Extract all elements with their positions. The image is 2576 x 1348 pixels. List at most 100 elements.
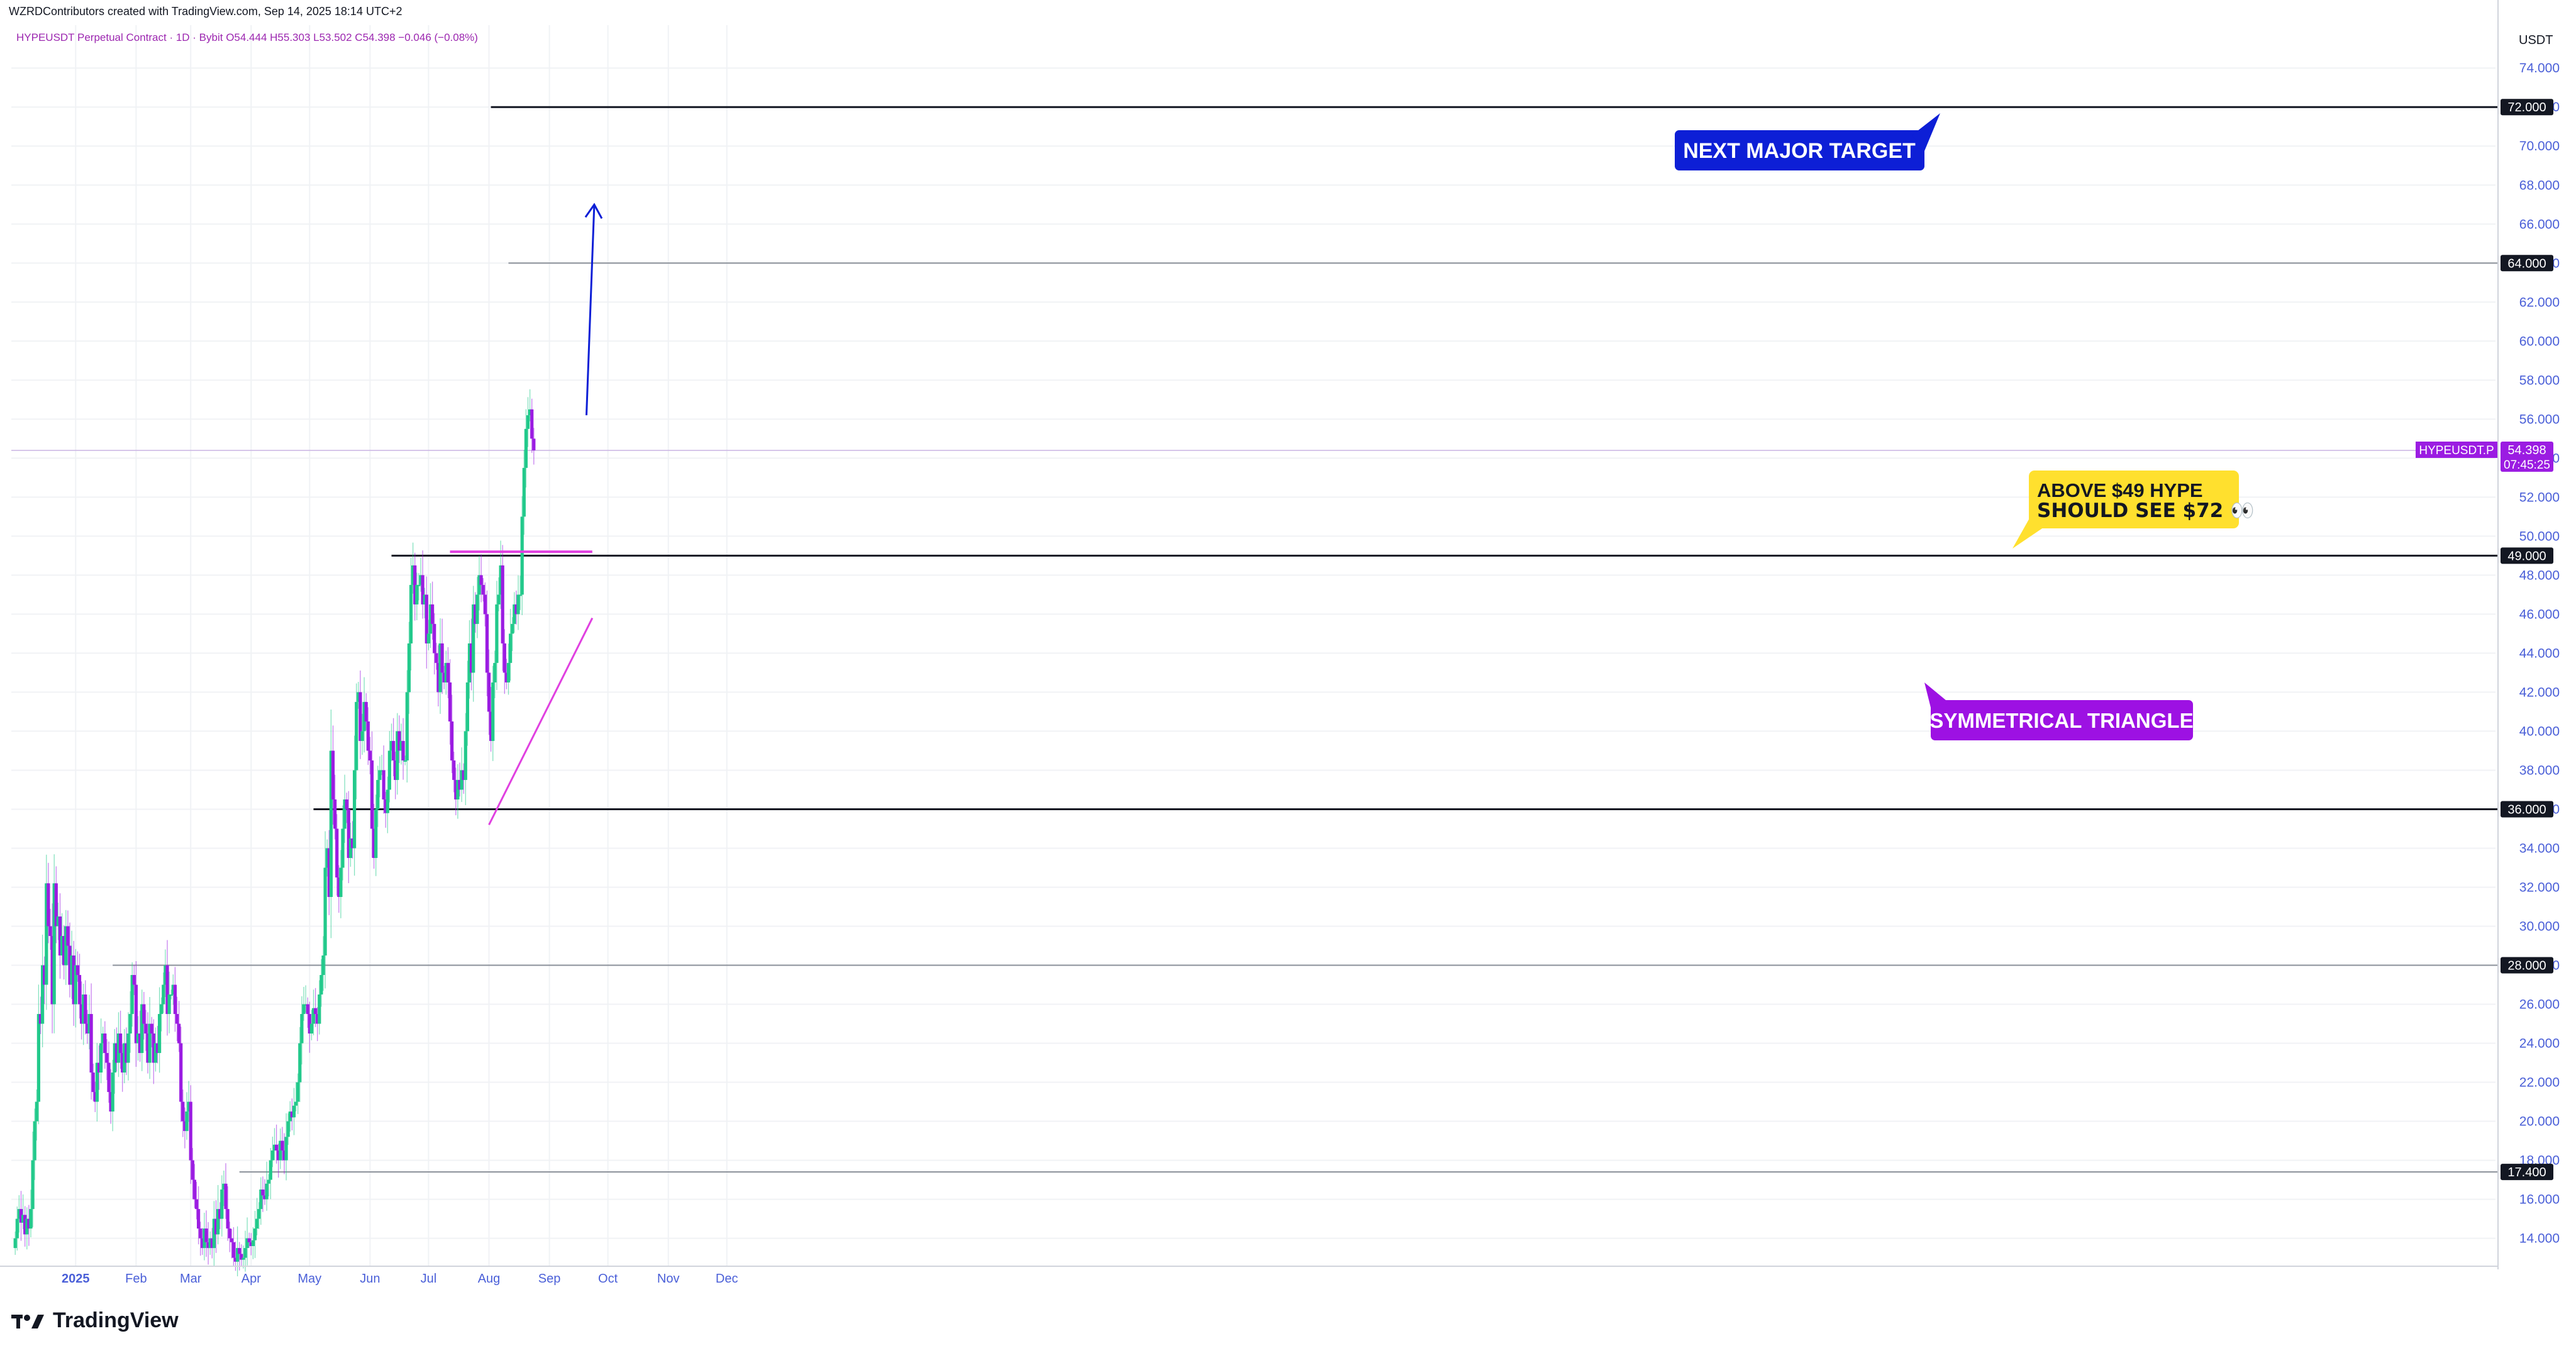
candle-body	[169, 994, 173, 996]
candle-body	[436, 662, 440, 693]
candle-body	[431, 604, 435, 624]
candle-body	[125, 1043, 128, 1063]
x-tick-label: Apr	[242, 1272, 261, 1286]
candle-body	[19, 1209, 23, 1223]
candle-body	[144, 1023, 148, 1034]
price-tag-box	[2501, 957, 2553, 974]
candle-body	[150, 1023, 153, 1034]
candle-body	[493, 662, 497, 682]
above-49-text-line1: ABOVE $49 HYPE	[2037, 479, 2203, 501]
y-tick-label: 30.000	[2519, 919, 2560, 933]
candle-body	[220, 1189, 224, 1219]
price-tag-label: 28.000	[2507, 959, 2546, 973]
y-tick-label: 20.000	[2519, 1115, 2560, 1129]
candle-body	[415, 584, 419, 604]
candle-body	[162, 984, 165, 1005]
next-target-pointer	[1912, 113, 1940, 151]
candle-body	[27, 1218, 31, 1229]
candle-body	[366, 721, 370, 751]
candle-body	[173, 984, 177, 1015]
candle-body	[240, 1254, 243, 1260]
candle-body	[479, 575, 483, 585]
candle-body	[230, 1238, 233, 1242]
candle-body	[355, 701, 358, 771]
candle-body	[70, 955, 74, 985]
candle-body	[114, 1043, 118, 1063]
candle-body	[401, 740, 405, 760]
candle-body	[191, 1160, 194, 1180]
price-unit-label: USDT	[2519, 33, 2553, 47]
candle-body	[347, 809, 350, 858]
candle-body	[165, 965, 169, 1015]
candle-body	[160, 1004, 164, 1015]
candle-body	[140, 1004, 144, 1054]
candle-body	[506, 662, 511, 682]
candle-body	[499, 565, 502, 595]
candle-body	[446, 662, 450, 682]
price-tag-label: 72.000	[2507, 101, 2546, 114]
symbol-legend[interactable]: HYPEUSDT Perpetual Contract · 1D · Bybit…	[16, 31, 478, 43]
above-49-text-line2: SHOULD SEE $72 👀	[2037, 499, 2255, 522]
candle-body	[201, 1238, 204, 1249]
candle-body	[123, 1043, 126, 1073]
candle-body	[109, 1092, 113, 1112]
tradingview-brand[interactable]: TradingView	[11, 1308, 179, 1333]
candle-body	[286, 1121, 290, 1137]
y-tick-label: 58.000	[2519, 373, 2560, 387]
candle-body	[269, 1160, 272, 1180]
candle-body	[265, 1183, 269, 1200]
candle-body	[84, 994, 87, 1024]
axes: 14.00016.00018.00020.00022.00024.00026.0…	[0, 0, 2560, 1286]
candle-body	[152, 1033, 155, 1063]
candle-body	[224, 1183, 228, 1210]
candle-body	[136, 1033, 140, 1044]
candle-body	[259, 1189, 263, 1210]
candle-body	[452, 760, 456, 780]
candle-body	[50, 935, 54, 1005]
candle-body	[245, 1238, 249, 1249]
candle-body	[210, 1238, 214, 1249]
candle-body	[419, 575, 423, 585]
next-target-callout	[1675, 130, 1924, 170]
candle-body	[91, 1072, 95, 1093]
candle-body	[504, 672, 508, 682]
price-tag-label: 17.400	[2507, 1166, 2546, 1179]
candle-body	[204, 1228, 208, 1242]
candle-body	[343, 799, 347, 829]
candle-body	[35, 1101, 38, 1122]
candle-body	[153, 1043, 157, 1063]
symbol-tag-label: HYPEUSDT.P	[2419, 444, 2494, 457]
candle-body	[199, 1228, 203, 1239]
price-tag-box	[2501, 1164, 2553, 1181]
y-tick-label: 68.000	[2519, 178, 2560, 192]
x-tick-label: 2025	[62, 1272, 90, 1286]
candle-body	[357, 692, 360, 702]
candle-body	[277, 1150, 280, 1161]
candle-body	[222, 1183, 226, 1190]
candle-body	[203, 1228, 206, 1249]
y-tick-label: 46.000	[2519, 607, 2560, 621]
candle-body	[514, 604, 518, 615]
candle-body	[251, 1240, 255, 1246]
candle-body	[212, 1218, 216, 1249]
candle-body	[448, 682, 452, 721]
candle-body	[93, 1092, 97, 1102]
candle-body	[298, 1043, 302, 1083]
candle-body	[228, 1228, 231, 1239]
candle-body	[177, 1023, 181, 1044]
candle-body	[501, 565, 504, 643]
x-tick-label: Aug	[478, 1272, 501, 1286]
candle-body	[126, 1033, 130, 1063]
current-price-box	[2501, 441, 2553, 472]
candle-body	[396, 731, 399, 780]
candle-body	[175, 1014, 179, 1024]
candle-body	[95, 1062, 99, 1102]
horizontal-levels	[11, 106, 2498, 1173]
candle-body	[243, 1248, 247, 1258]
candle-body	[158, 1014, 162, 1054]
candle-body	[282, 1150, 286, 1161]
candle-body	[130, 975, 134, 1015]
current-price-label: 54.398	[2507, 443, 2546, 457]
candle-body	[284, 1137, 288, 1161]
